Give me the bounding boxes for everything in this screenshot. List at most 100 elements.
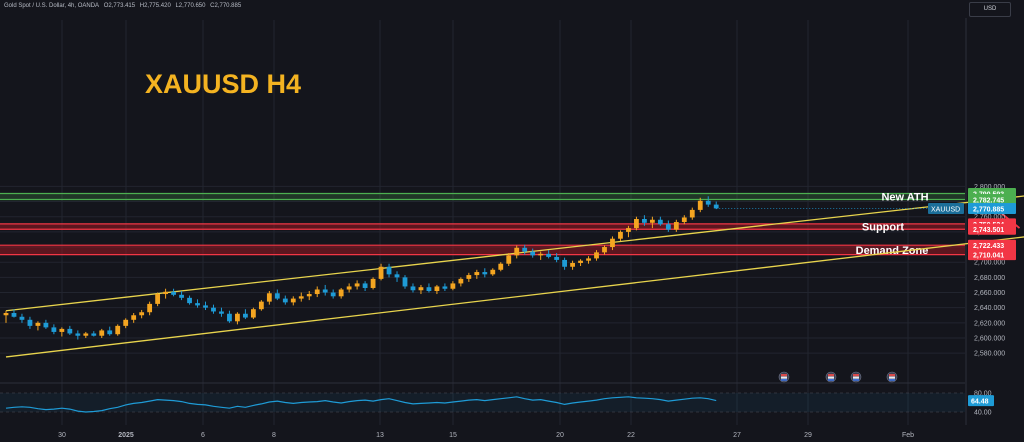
- candle-body: [211, 307, 216, 312]
- candle-body: [665, 224, 671, 230]
- candle-body: [530, 251, 536, 256]
- indicator-level-low-label: 40.00: [974, 410, 992, 417]
- last-price-tag: [968, 202, 1016, 214]
- x-tick-label: Feb: [902, 432, 914, 439]
- candle-body: [418, 287, 424, 291]
- candle-body: [538, 253, 544, 256]
- candle: [59, 327, 65, 337]
- candle: [546, 250, 552, 259]
- candle-body: [410, 286, 416, 291]
- event-flag-stripe-white: [828, 376, 834, 379]
- candle: [562, 257, 567, 270]
- candle-body: [59, 328, 65, 332]
- economic-events: [778, 371, 898, 383]
- y-tick-label: 2,600.000: [974, 336, 1005, 343]
- zone-label: Demand Zone: [856, 245, 929, 257]
- zone-label: New ATH: [881, 192, 928, 204]
- zone-price-tag: [968, 239, 1016, 251]
- candle-body: [99, 330, 105, 336]
- y-tick-label: 2,760.000: [974, 214, 1005, 221]
- x-tick-label: 20: [556, 432, 564, 439]
- candle: [538, 251, 544, 260]
- candle-body: [203, 305, 208, 308]
- candle-body: [290, 298, 296, 303]
- candle: [27, 316, 33, 329]
- candle-body: [354, 283, 360, 287]
- candle: [689, 207, 695, 220]
- candle-body: [610, 238, 615, 248]
- candle-body: [689, 209, 695, 218]
- candle: [330, 289, 336, 299]
- candle: [634, 216, 639, 231]
- event-flag-stripe-blue: [853, 379, 859, 381]
- candle: [306, 291, 312, 301]
- candle: [91, 331, 97, 337]
- event-flag-icon: [778, 371, 790, 383]
- candle: [346, 283, 352, 293]
- candle: [410, 283, 416, 293]
- candle: [274, 289, 280, 301]
- candle-body: [506, 255, 512, 264]
- candle: [314, 286, 320, 298]
- candle: [99, 328, 105, 338]
- candle-body: [482, 272, 488, 275]
- candle-body: [490, 269, 496, 275]
- ohlc-close: C2,770.885: [210, 3, 242, 9]
- candle-body: [179, 294, 184, 298]
- candle-body: [562, 259, 567, 267]
- candle-body: [578, 260, 583, 263]
- candles: [3, 196, 719, 340]
- candle-body: [195, 303, 200, 306]
- candle-body: [306, 294, 312, 297]
- candle: [51, 324, 57, 335]
- candle: [450, 281, 456, 291]
- zone-price-tag-label: 2,722.433: [973, 243, 1004, 250]
- ohlc-high: H2,775.420: [139, 3, 171, 9]
- candle-body: [115, 325, 121, 335]
- candle-body: [314, 289, 320, 295]
- candle: [649, 216, 655, 229]
- candle: [681, 215, 687, 225]
- candle-body: [235, 313, 240, 322]
- y-tick-label: 2,800.000: [974, 184, 1005, 191]
- symbol-title[interactable]: Gold Spot / U.S. Dollar, 4h, OANDA: [4, 3, 100, 9]
- candle-body: [338, 289, 344, 297]
- candle-body: [83, 333, 89, 336]
- candle-body: [649, 219, 655, 223]
- candle-body: [642, 218, 647, 223]
- event-flag-stripe-white: [889, 376, 895, 379]
- candle-body: [227, 313, 232, 322]
- time-axis: 30 2025 6 8 13 15 20 22 27 29 Feb: [58, 432, 914, 439]
- instrument-tag: [928, 202, 964, 214]
- zone-band: [0, 193, 965, 200]
- candle: [354, 280, 360, 290]
- candle: [594, 250, 599, 261]
- candle-body: [554, 256, 560, 260]
- candle: [474, 269, 480, 279]
- zone-price-tag-label: 2,782.745: [973, 197, 1004, 204]
- ohlc-low: L2,770.650: [175, 3, 206, 9]
- candle-body: [43, 322, 49, 328]
- candle-body: [697, 200, 703, 210]
- candle-body: [378, 266, 384, 279]
- candle-body: [705, 200, 711, 205]
- y-tick-label: 2,580.000: [974, 351, 1005, 358]
- candle-body: [498, 263, 504, 270]
- y-tick-label: 2,700.000: [974, 260, 1005, 267]
- candle-body: [386, 266, 392, 275]
- candle: [35, 321, 41, 331]
- candle-body: [522, 247, 528, 252]
- currency-button[interactable]: USD: [969, 2, 1011, 17]
- candle-body: [250, 309, 256, 318]
- indicator-line: [5, 396, 717, 413]
- candle-body: [139, 312, 145, 316]
- zone-price-tag: [968, 249, 1016, 261]
- last-price-label: 2,770.885: [973, 206, 1004, 213]
- event-flag-stripe-white: [781, 376, 787, 379]
- candle-body: [673, 222, 679, 230]
- candle-body: [602, 247, 607, 253]
- zone-price-tag: [968, 193, 1016, 205]
- candle: [282, 295, 288, 305]
